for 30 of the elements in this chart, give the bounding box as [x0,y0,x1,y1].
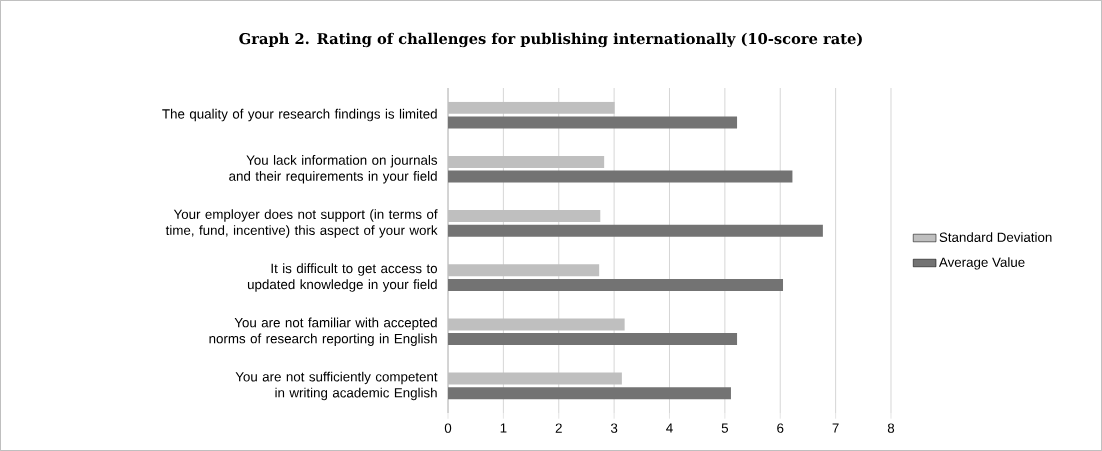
x-tick-label: 7 [832,423,839,433]
bar [448,116,738,129]
bar [448,210,601,223]
x-tick-label: 3 [610,423,618,433]
bar [448,224,823,237]
x-tick-label: 1 [500,423,507,433]
bar [448,101,615,114]
bar [448,333,738,346]
bar [448,372,622,385]
bar [448,318,625,331]
legend-label: Average Value [938,257,1025,270]
y-tick-label: The quality of your research findings is limited [162,108,437,122]
bar [448,155,605,168]
y-tick-label: You are not familiar with accepted norms of research reporting in English [209,317,437,346]
bar [448,387,731,400]
chart-title: Graph 2. Rating of challenges for publishing internationally (10-score rate) [239,32,862,48]
x-tick-label: 4 [666,423,673,433]
bar [448,278,784,291]
bar [448,264,600,277]
x-tick-label: 8 [887,423,895,433]
bar [448,170,793,183]
y-tick-label: It is difficult to get access to updated knowledge in your field [247,263,438,292]
x-tick-label: 0 [444,423,452,433]
legend-label: Standard Deviation [939,232,1052,242]
x-tick-label: 2 [555,423,562,433]
x-tick-label: 5 [721,423,729,433]
y-tick-label: You are not sufficiently competent in writing academic English [235,371,438,401]
y-tick-label: You lack information on journals and their requirements in your field [229,155,438,184]
y-tick-label: Your employer does not support (in terms of time, fund, incentive) this aspect of your work [165,209,438,238]
x-tick-label: 6 [777,423,784,433]
